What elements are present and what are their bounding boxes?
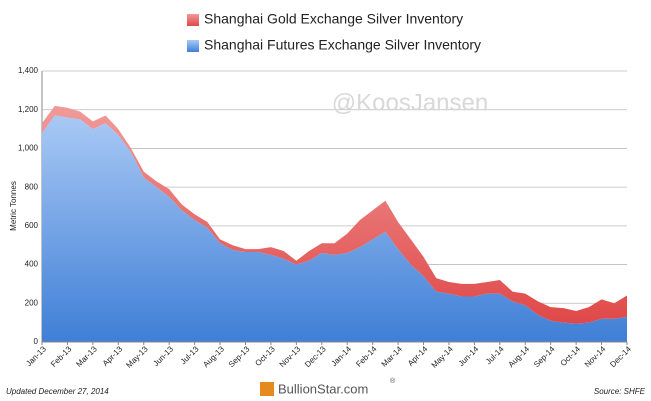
- y-tick-label: 1,000: [18, 144, 39, 153]
- footer-right: Source: SHFE: [594, 387, 646, 396]
- y-tick-label: 1,200: [18, 105, 39, 114]
- area: [42, 115, 627, 343]
- y-tick-label: 400: [25, 260, 39, 269]
- footer-logo-mark: ®: [390, 377, 396, 385]
- watermark: @KoosJansen: [332, 89, 488, 116]
- legend-swatch: [187, 14, 199, 26]
- legend-swatch: [187, 40, 199, 52]
- legend-label: Shanghai Futures Exchange Silver Invento…: [204, 37, 481, 53]
- legend-label: Shanghai Gold Exchange Silver Inventory: [204, 11, 463, 27]
- footer-left: Updated December 27, 2014: [6, 387, 109, 396]
- y-axis-label: Metric Tonnes: [9, 181, 18, 231]
- footer-logo: BullionStar.com: [278, 381, 368, 396]
- y-tick-label: 0: [34, 337, 39, 346]
- y-tick-label: 600: [25, 221, 39, 230]
- y-tick-label: 1,400: [18, 66, 39, 75]
- logo-icon: [260, 382, 274, 396]
- y-tick-label: 200: [25, 298, 39, 307]
- y-tick-label: 800: [25, 182, 39, 191]
